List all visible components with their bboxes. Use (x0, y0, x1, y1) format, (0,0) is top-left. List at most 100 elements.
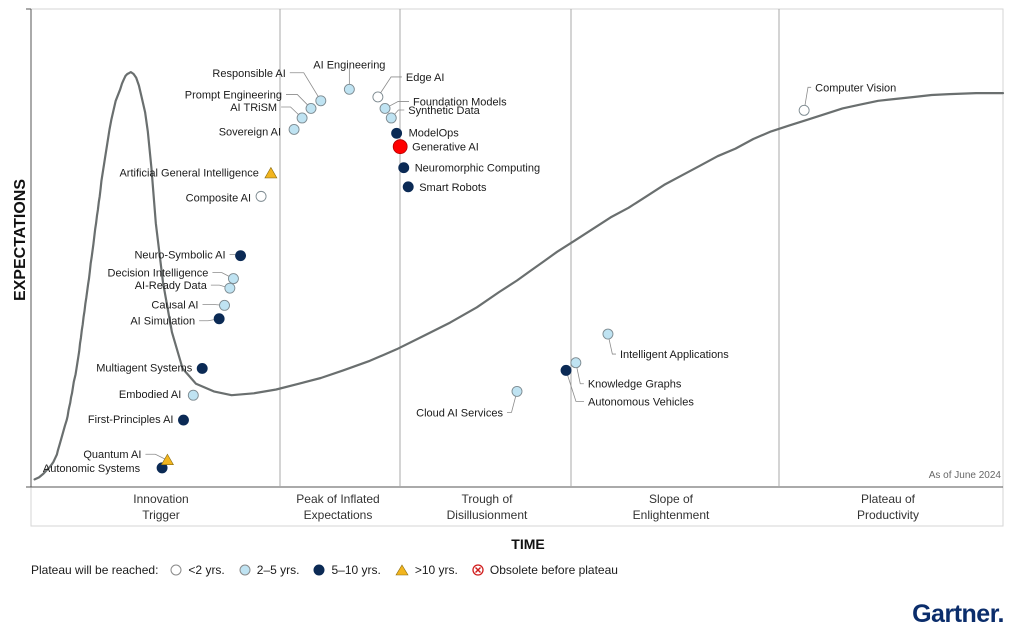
label-autonomous-vehicles: Autonomous Vehicles (588, 396, 694, 408)
label-computer-vision: Computer Vision (815, 82, 896, 94)
legend-marker-2to5 (239, 564, 251, 576)
leader-autonomous-vehicles (565, 370, 585, 402)
point-modelops (391, 127, 403, 139)
point-responsible-ai (315, 95, 327, 107)
phase-1-line2: Trigger (142, 508, 180, 522)
point-first-principles-ai (178, 414, 189, 426)
leader-knowledge-graphs (575, 362, 584, 385)
y-axis-label: EXPECTATIONS (12, 179, 29, 301)
legend-item-5to10: 5–10 yrs. (313, 563, 381, 577)
legend-label-gt10: >10 yrs. (414, 563, 458, 577)
label-neuromorphic-computing: Neuromorphic Computing (415, 163, 540, 175)
point-foundation-models (379, 102, 391, 114)
phase-2-line2: Expectations (304, 508, 373, 522)
point-multiagent-systems (196, 363, 208, 374)
label-modelops: ModelOps (409, 127, 460, 139)
legend-item-lt2: <2 yrs. (170, 563, 225, 577)
phase-5-line2: Productivity (857, 508, 919, 522)
phase-4-line1: Slope of (649, 492, 694, 506)
point-edge-ai (372, 91, 384, 103)
label-causal-ai: Causal AI (151, 299, 198, 311)
hype-curve (33, 71, 1005, 481)
legend-title: Plateau will be reached: (31, 563, 159, 577)
obsolete-x-icon (472, 564, 484, 576)
technology-labels: Autonomic Systems Quantum AI First-Princip… (43, 59, 896, 475)
phase-3-line2: Disillusionment (447, 508, 528, 522)
label-sovereign-ai: Sovereign AI (219, 126, 281, 138)
point-causal-ai (219, 299, 230, 311)
phase-5-line1: Plateau of (861, 492, 916, 506)
point-knowledge-graphs (570, 357, 582, 369)
legend-marker-5to10 (313, 564, 325, 576)
phase-4-line2: Enlightenment (633, 508, 710, 522)
point-decision-intelligence (227, 273, 239, 285)
technology-points (156, 83, 810, 474)
point-intelligent-applications (602, 328, 614, 340)
point-autonomous-vehicles (560, 364, 572, 376)
legend-item-gt10: >10 yrs. (395, 563, 458, 577)
gartner-logo: Gartner. (912, 600, 1004, 628)
point-computer-vision (798, 104, 810, 116)
label-ai-simulation: AI Simulation (130, 316, 195, 328)
label-neuro-symbolic-ai: Neuro-Symbolic AI (134, 250, 225, 262)
leader-intelligent-applications (607, 333, 616, 355)
label-responsible-ai: Responsible AI (212, 68, 285, 80)
point-synthetic-data (385, 112, 397, 124)
point-composite-ai (255, 190, 267, 202)
as-of-note: As of June 2024 (929, 470, 1002, 481)
leader-computer-vision (803, 86, 812, 111)
x-axis-label: TIME (511, 536, 544, 552)
label-ai-engineering: AI Engineering (313, 59, 385, 71)
legend-marker-lt2 (170, 564, 182, 576)
leader-prompt-engineering (286, 94, 312, 109)
leader-responsible-ai (289, 72, 322, 101)
legend-label-obsolete: Obsolete before plateau (489, 563, 618, 577)
chart-frame (26, 8, 1004, 527)
point-generative-ai (392, 139, 408, 155)
label-multiagent-systems: Multiagent Systems (96, 362, 192, 374)
legend-label-lt2: <2 yrs. (188, 563, 225, 577)
label-foundation-models: Foundation Models (413, 96, 507, 108)
label-embodied-ai: Embodied AI (119, 389, 181, 401)
point-embodied-ai (187, 389, 199, 401)
phase-2-line1: Peak of Inflated (296, 492, 379, 506)
label-ai-trism: AI TRiSM (230, 102, 277, 114)
label-generative-ai: Generative AI (412, 142, 479, 154)
point-cloud-ai-services (511, 385, 523, 397)
point-ai-engineering (343, 83, 355, 95)
point-neuro-symbolic-ai (235, 250, 247, 262)
label-autonomic-systems: Autonomic Systems (43, 463, 141, 475)
point-artificial-general-intelligence (264, 166, 278, 179)
label-smart-robots: Smart Robots (419, 182, 487, 194)
legend: Plateau will be reached: <2 yrs. 2–5 yrs… (31, 563, 632, 577)
legend-item-2to5: 2–5 yrs. (239, 563, 300, 577)
point-prompt-engineering (305, 102, 317, 114)
legend-label-5to10: 5–10 yrs. (331, 563, 381, 577)
label-composite-ai: Composite AI (186, 192, 251, 204)
point-smart-robots (402, 181, 414, 193)
point-autonomic-systems (156, 462, 168, 474)
brand-name: Gartner (912, 600, 998, 628)
label-artificial-general-intelligence: Artificial General Intelligence (119, 167, 258, 179)
phase-1-line1: Innovation (133, 492, 188, 506)
label-cloud-ai-services: Cloud AI Services (416, 407, 503, 419)
legend-marker-gt10 (395, 564, 409, 576)
point-ai-simulation (213, 313, 225, 325)
point-quantum-ai (160, 453, 174, 466)
label-synthetic-data: Synthetic Data (408, 105, 480, 117)
point-ai-trism (296, 112, 308, 124)
label-decision-intelligence: Decision Intelligence (108, 268, 209, 280)
label-first-principles-ai: First-Principles AI (88, 414, 174, 426)
legend-label-2to5: 2–5 yrs. (256, 563, 300, 577)
point-neuromorphic-computing (398, 162, 410, 174)
label-prompt-engineering: Prompt Engineering (185, 89, 282, 101)
leader-cloud-ai-services (507, 391, 518, 413)
point-ai-ready-data (224, 282, 236, 294)
label-knowledge-graphs: Knowledge Graphs (588, 379, 682, 391)
leader-edge-ai (377, 76, 402, 98)
label-ai-ready-data: AI-Ready Data (135, 280, 208, 292)
phase-labels: Innovation Trigger Peak of Inflated Expe… (133, 492, 919, 522)
phase-3-line1: Trough of (462, 492, 514, 506)
label-edge-ai: Edge AI (406, 72, 445, 84)
label-intelligent-applications: Intelligent Applications (620, 349, 729, 361)
